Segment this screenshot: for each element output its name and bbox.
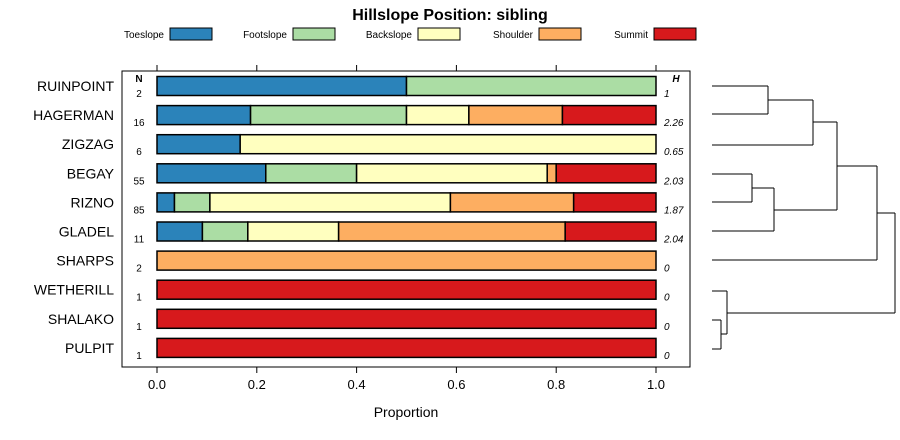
bar-segment-gladel-footslope xyxy=(201,221,249,242)
bar-segment-rizno-backslope xyxy=(209,192,452,213)
n-value-pulpit: 1 xyxy=(136,351,142,362)
dendrogram-link xyxy=(712,85,769,115)
n-value-sharps: 2 xyxy=(136,264,142,275)
x-axis-label: Proportion xyxy=(374,404,439,420)
bar-segment-shalako-summit xyxy=(156,308,657,330)
category-label-ruinpoint: RUINPOINT xyxy=(37,78,114,94)
bar-segment-hagerman-footslope xyxy=(249,104,408,126)
legend-swatch-summit xyxy=(653,27,697,41)
bar-segment-gladel-shoulder xyxy=(337,221,566,242)
bar-segment-rizno-summit xyxy=(572,192,657,213)
bar-segment-gladel-backslope xyxy=(247,221,340,242)
legend-label-summit: Summit xyxy=(614,30,648,41)
bar-segment-hagerman-toeslope xyxy=(156,104,252,126)
legend-label-footslope: Footslope xyxy=(243,30,287,41)
x-tick-label: 0.2 xyxy=(248,377,266,392)
bar-segment-zigzag-backslope xyxy=(239,133,657,155)
plot-panel xyxy=(121,70,691,368)
h-value-shalako: 0 xyxy=(664,322,670,333)
h-value-gladel: 2.04 xyxy=(663,235,684,246)
legend-swatch-toeslope xyxy=(169,27,213,41)
bar-segment-hagerman-shoulder xyxy=(468,104,564,126)
bar-segment-pulpit-summit xyxy=(156,337,657,359)
h-column-header: H xyxy=(672,74,680,85)
category-label-wetherill: WETHERILL xyxy=(34,282,114,298)
n-value-shalako: 1 xyxy=(136,322,142,333)
dendrogram-link xyxy=(712,173,753,203)
dendrogram-link xyxy=(727,212,896,314)
x-tick-label: 0.0 xyxy=(148,377,166,392)
bar-segment-sharps-shoulder xyxy=(156,250,657,271)
x-tick-label: 0.4 xyxy=(348,377,366,392)
x-tick-label: 0.8 xyxy=(547,377,565,392)
bar-segment-rizno-shoulder xyxy=(449,192,575,213)
bar-segment-hagerman-backslope xyxy=(405,104,470,126)
bar-segment-begay-footslope xyxy=(265,163,358,184)
n-value-wetherill: 1 xyxy=(136,293,142,304)
bar-segment-rizno-footslope xyxy=(173,192,211,213)
x-axis: 0.0 0.2 0.4 0.6 0.8 1.0 xyxy=(148,65,665,392)
legend-swatch-backslope xyxy=(417,27,461,41)
legend-swatch-shoulder xyxy=(538,27,582,41)
bar-segment-begay-toeslope xyxy=(156,163,267,184)
bar-segment-gladel-summit xyxy=(564,221,657,242)
h-value-zigzag: 0.65 xyxy=(664,147,684,158)
h-value-ruinpoint: 1 xyxy=(664,89,670,100)
dendrogram-link xyxy=(712,165,878,261)
x-tick-label: 1.0 xyxy=(647,377,665,392)
dendrogram-link xyxy=(712,319,722,350)
n-value-gladel: 11 xyxy=(134,235,145,246)
bar-segment-begay-backslope xyxy=(355,163,548,184)
category-label-hagerman: HAGERMAN xyxy=(33,107,114,123)
n-column-header: N xyxy=(135,74,142,85)
dendrogram-link xyxy=(712,187,775,232)
legend-label-shoulder: Shoulder xyxy=(493,30,534,41)
n-value-hagerman: 16 xyxy=(133,118,145,129)
category-label-pulpit: PULPIT xyxy=(65,340,114,356)
bar-segment-zigzag-toeslope xyxy=(156,133,241,155)
dendrogram-link xyxy=(774,121,838,211)
n-value-rizno: 85 xyxy=(133,205,145,216)
dendrogram-link xyxy=(712,290,728,335)
bar-segment-rizno-toeslope xyxy=(156,192,176,213)
category-label-rizno: RIZNO xyxy=(70,194,114,210)
h-value-rizno: 1.87 xyxy=(664,205,684,216)
chart-title: Hillslope Position: sibling xyxy=(352,7,548,24)
h-value-begay: 2.03 xyxy=(663,176,684,187)
h-value-pulpit: 0 xyxy=(664,351,670,362)
legend-label-toeslope: Toeslope xyxy=(124,30,164,41)
h-value-sharps: 0 xyxy=(664,264,670,275)
bar-segment-begay-summit xyxy=(555,163,657,184)
category-label-zigzag: ZIGZAG xyxy=(62,136,114,152)
bar-area: RUINPOINT 2 1 HAGERMAN 16 2.26 ZIGZAG 6 0.65 BEGA… xyxy=(33,75,684,362)
dendrogram xyxy=(712,85,896,350)
category-label-sharps: SHARPS xyxy=(56,253,114,269)
category-label-begay: BEGAY xyxy=(67,165,115,181)
legend: Toeslope Footslope Backslope Shoulder Summit xyxy=(124,27,697,41)
bar-segment-ruinpoint-footslope xyxy=(405,75,657,97)
bar-segment-hagerman-summit xyxy=(561,104,657,126)
category-label-gladel: GLADEL xyxy=(59,224,114,240)
n-value-ruinpoint: 2 xyxy=(136,89,142,100)
dendrogram-link xyxy=(712,99,814,146)
bar-segment-wetherill-summit xyxy=(156,279,657,300)
legend-label-backslope: Backslope xyxy=(366,30,413,41)
h-value-wetherill: 0 xyxy=(664,293,670,304)
n-value-zigzag: 6 xyxy=(136,147,142,158)
legend-swatch-footslope xyxy=(292,27,336,41)
bar-segment-ruinpoint-toeslope xyxy=(156,75,408,97)
n-value-begay: 55 xyxy=(133,176,145,187)
h-value-hagerman: 2.26 xyxy=(663,118,684,129)
category-label-shalako: SHALAKO xyxy=(48,311,114,327)
bar-segment-gladel-toeslope xyxy=(156,221,204,242)
x-tick-label: 0.6 xyxy=(447,377,465,392)
bar-segment-begay-shoulder xyxy=(546,163,557,184)
